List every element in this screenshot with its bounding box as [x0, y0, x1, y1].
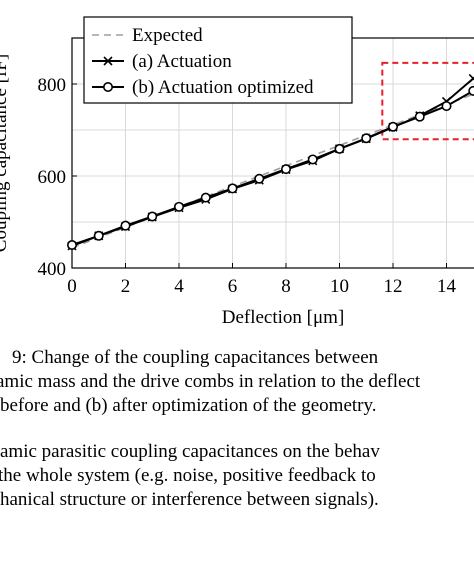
x-tick-label: 0: [67, 276, 77, 297]
data-point-o: [120, 220, 131, 231]
caption-line: before and (b) after optimization of the…: [0, 394, 377, 416]
caption-line: amic mass and the drive combs in relatio…: [0, 370, 421, 392]
data-point-o: [254, 173, 265, 184]
data-point-o: [280, 164, 291, 175]
x-tick-label: 4: [174, 276, 184, 297]
data-point-o: [67, 240, 78, 251]
legend-marker-o: [103, 82, 114, 93]
y-tick-label: 600: [38, 167, 67, 188]
x-tick-label: 10: [330, 276, 349, 297]
data-point-o: [361, 133, 372, 144]
data-point-o: [414, 111, 425, 122]
legend-label: (a) Actuation: [132, 51, 232, 72]
chart: 0246810121416400600800Deflection [μm]Cou…: [0, 16, 474, 328]
x-tick-label: 8: [281, 276, 291, 297]
data-point-o: [387, 121, 398, 132]
x-tick-label: 2: [121, 276, 131, 297]
x-tick-label: 6: [228, 276, 238, 297]
x-tick-label: 14: [437, 276, 457, 297]
data-point-o: [334, 143, 345, 154]
data-point-o: [441, 101, 452, 112]
highlight-box: [381, 61, 474, 141]
x-tick-label: 12: [384, 276, 403, 297]
data-point-o: [93, 230, 104, 241]
y-tick-label: 400: [38, 259, 67, 280]
y-tick-label: 800: [38, 75, 67, 96]
legend-box: [83, 16, 353, 104]
data-point-o: [307, 154, 318, 165]
data-point-o: [200, 192, 211, 203]
series-line: [71, 90, 474, 246]
data-point-o: [468, 85, 474, 96]
figure: 0246810121416400600800Deflection [μm]Cou…: [0, 16, 474, 328]
data-point-o: [147, 211, 158, 222]
y-axis-label: Coupling capacitance [fF]: [0, 54, 11, 252]
data-point-x: [468, 73, 474, 84]
legend-marker-x: [103, 56, 113, 66]
body-line: the whole system (e.g. noise, positive f…: [0, 464, 376, 486]
body-line: hanical structure or interference betwee…: [0, 488, 379, 510]
figure-caption: 9: Change of the coupling capacitances b…: [0, 346, 474, 417]
body-paragraph: amic parasitic coupling capacitances on …: [0, 440, 474, 511]
legend-label: Expected: [132, 25, 203, 46]
body-line: amic parasitic coupling capacitances on …: [0, 441, 380, 462]
caption-line: 9: Change of the coupling capacitances b…: [12, 347, 379, 368]
data-point-o: [227, 183, 238, 194]
data-point-o: [174, 201, 185, 212]
legend-label: (b) Actuation optimized: [132, 77, 314, 98]
x-axis-label: Deflection [μm]: [222, 307, 345, 328]
